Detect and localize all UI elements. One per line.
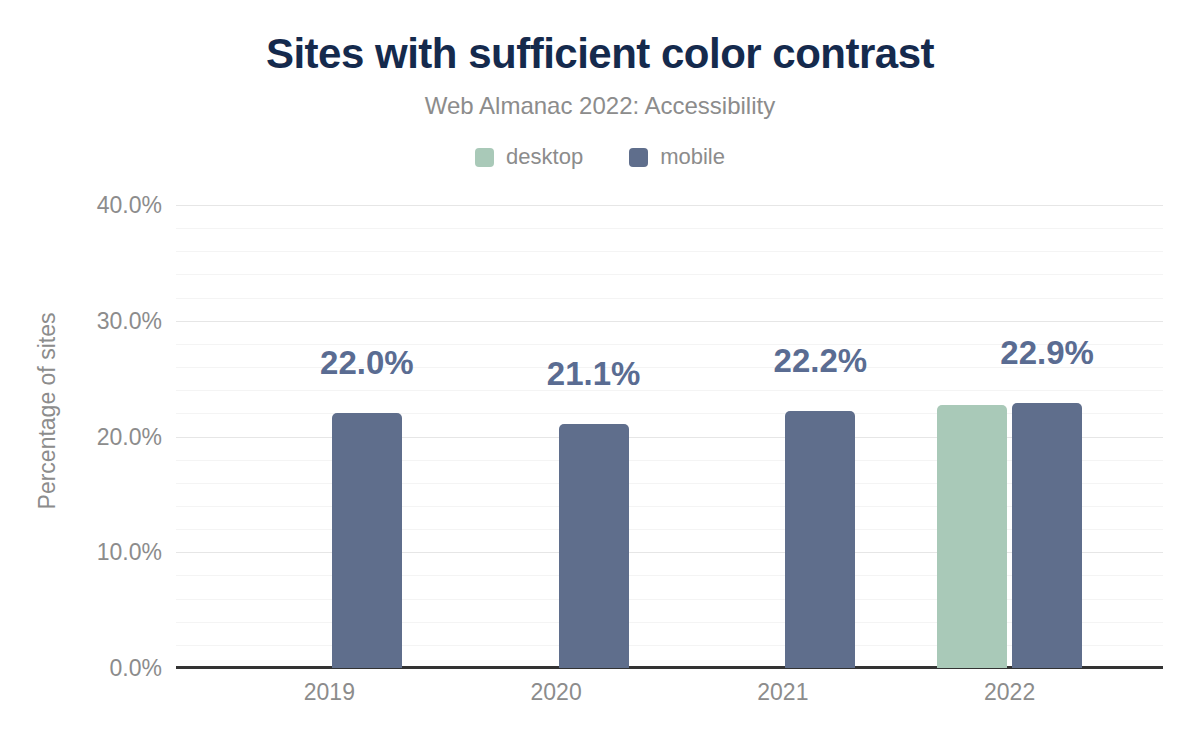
bar-mobile-2020 — [559, 424, 629, 668]
minor-gridline — [176, 390, 1163, 391]
chart-subtitle: Web Almanac 2022: Accessibility — [0, 92, 1200, 120]
legend-item-mobile: mobile — [629, 144, 725, 170]
legend-swatch-mobile — [629, 148, 648, 167]
bar-mobile-2022 — [1012, 403, 1082, 668]
y-tick-label: 30.0% — [52, 308, 162, 334]
chart-title: Sites with sufficient color contrast — [0, 0, 1200, 78]
legend-swatch-desktop — [475, 148, 494, 167]
y-tick-label: 40.0% — [52, 192, 162, 218]
legend-label: desktop — [506, 144, 583, 170]
x-tick-label: 2019 — [259, 679, 399, 705]
minor-gridline — [176, 298, 1163, 299]
minor-gridline — [176, 228, 1163, 229]
x-tick-label: 2022 — [940, 679, 1080, 705]
bar-mobile-2019 — [332, 413, 402, 668]
legend-item-desktop: desktop — [475, 144, 583, 170]
major-gridline — [176, 205, 1163, 206]
y-axis-title: Percentage of sites — [34, 313, 61, 510]
legend-label: mobile — [660, 144, 725, 170]
chart-figure: Sites with sufficient color contrast Web… — [0, 0, 1200, 742]
bar-mobile-2021 — [785, 411, 855, 668]
x-tick-label: 2021 — [713, 679, 853, 705]
bar-value-label: 22.9% — [967, 338, 1127, 368]
major-gridline — [176, 321, 1163, 322]
bar-value-label: 21.1% — [514, 359, 674, 389]
bar-value-label: 22.2% — [740, 346, 900, 376]
bar-value-label: 22.0% — [287, 348, 447, 378]
y-tick-label: 20.0% — [52, 424, 162, 450]
bar-desktop-2022 — [937, 405, 1007, 668]
x-tick-label: 2020 — [486, 679, 626, 705]
y-tick-label: 10.0% — [52, 539, 162, 565]
minor-gridline — [176, 251, 1163, 252]
minor-gridline — [176, 274, 1163, 275]
plot-area: 22.0% 21.1% 22.2% 22.9% — [176, 205, 1163, 668]
y-tick-label: 0.0% — [52, 655, 162, 681]
legend: desktop mobile — [0, 144, 1200, 170]
